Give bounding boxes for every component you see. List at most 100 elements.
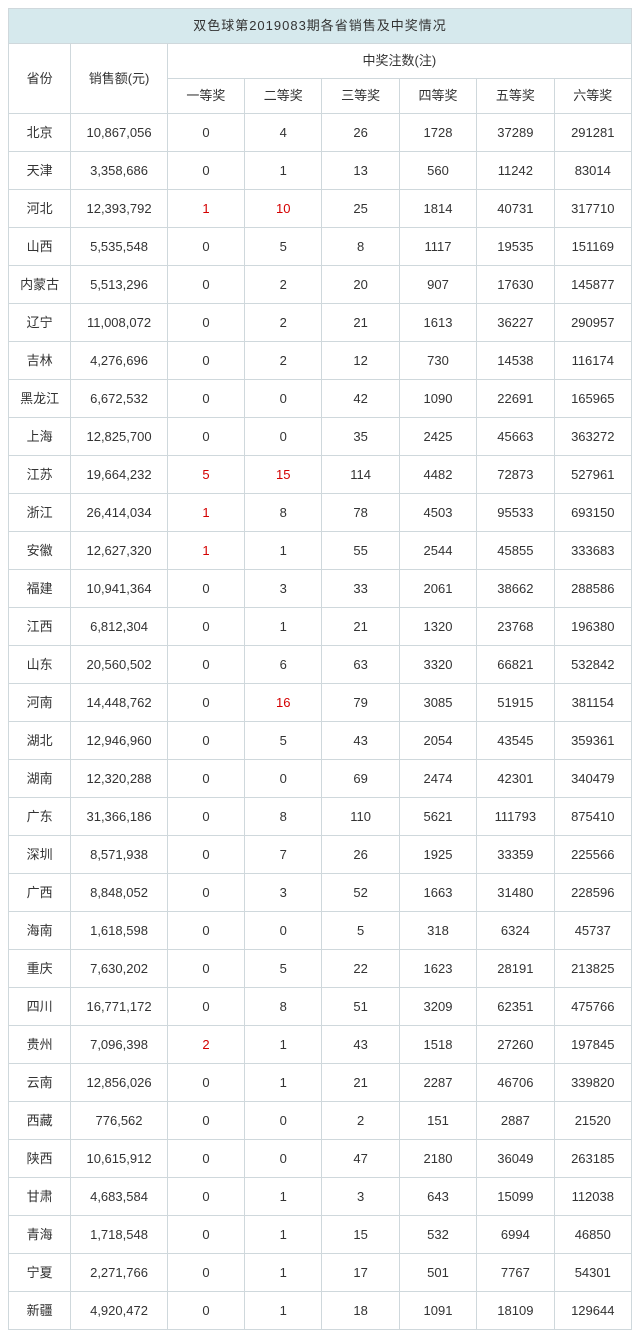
cell-prize: 0 xyxy=(245,912,322,950)
cell-prize: 18109 xyxy=(477,1292,554,1330)
cell-prize: 0 xyxy=(245,380,322,418)
cell-prize: 51 xyxy=(322,988,399,1026)
cell-prize: 33359 xyxy=(477,836,554,874)
cell-prize: 1925 xyxy=(399,836,476,874)
cell-province: 云南 xyxy=(9,1064,71,1102)
cell-province: 甘肃 xyxy=(9,1178,71,1216)
cell-prize: 333683 xyxy=(554,532,631,570)
cell-sales: 10,941,364 xyxy=(71,570,167,608)
cell-sales: 12,856,026 xyxy=(71,1064,167,1102)
cell-prize: 2 xyxy=(167,1026,244,1064)
table-body: 北京10,867,0560426172837289291281天津3,358,6… xyxy=(9,114,632,1330)
cell-sales: 26,414,034 xyxy=(71,494,167,532)
cell-prize: 5621 xyxy=(399,798,476,836)
cell-prize: 19535 xyxy=(477,228,554,266)
cell-prize: 1728 xyxy=(399,114,476,152)
cell-prize: 62351 xyxy=(477,988,554,1026)
cell-prize: 359361 xyxy=(554,722,631,760)
table-row: 新疆4,920,4720118109118109129644 xyxy=(9,1292,632,1330)
cell-sales: 11,008,072 xyxy=(71,304,167,342)
cell-prize: 22691 xyxy=(477,380,554,418)
cell-prize: 15099 xyxy=(477,1178,554,1216)
cell-province: 新疆 xyxy=(9,1292,71,1330)
cell-prize: 225566 xyxy=(554,836,631,874)
cell-prize: 0 xyxy=(167,152,244,190)
cell-prize: 1 xyxy=(167,532,244,570)
cell-prize: 12 xyxy=(322,342,399,380)
cell-prize: 1 xyxy=(245,1216,322,1254)
cell-prize: 83014 xyxy=(554,152,631,190)
cell-prize: 63 xyxy=(322,646,399,684)
cell-province: 福建 xyxy=(9,570,71,608)
col-province-header: 省份 xyxy=(9,44,71,114)
cell-sales: 14,448,762 xyxy=(71,684,167,722)
cell-prize: 4 xyxy=(245,114,322,152)
cell-prize: 1 xyxy=(245,608,322,646)
cell-prize: 907 xyxy=(399,266,476,304)
cell-prize: 3 xyxy=(245,874,322,912)
cell-prize: 78 xyxy=(322,494,399,532)
cell-sales: 12,320,288 xyxy=(71,760,167,798)
cell-prize: 1 xyxy=(245,1064,322,1102)
cell-prize: 45663 xyxy=(477,418,554,456)
table-row: 重庆7,630,2020522162328191213825 xyxy=(9,950,632,988)
cell-prize: 25 xyxy=(322,190,399,228)
cell-prize: 318 xyxy=(399,912,476,950)
cell-sales: 10,867,056 xyxy=(71,114,167,152)
cell-prize: 291281 xyxy=(554,114,631,152)
cell-prize: 1090 xyxy=(399,380,476,418)
cell-prize: 2 xyxy=(322,1102,399,1140)
cell-prize: 33 xyxy=(322,570,399,608)
cell-province: 江西 xyxy=(9,608,71,646)
table-row: 天津3,358,68601135601124283014 xyxy=(9,152,632,190)
cell-sales: 12,825,700 xyxy=(71,418,167,456)
cell-sales: 10,615,912 xyxy=(71,1140,167,1178)
cell-prize: 31480 xyxy=(477,874,554,912)
cell-prize: 27260 xyxy=(477,1026,554,1064)
cell-prize: 4503 xyxy=(399,494,476,532)
cell-prize: 0 xyxy=(167,1140,244,1178)
table-row: 四川16,771,1720851320962351475766 xyxy=(9,988,632,1026)
cell-prize: 381154 xyxy=(554,684,631,722)
cell-prize: 2 xyxy=(245,342,322,380)
cell-sales: 7,096,398 xyxy=(71,1026,167,1064)
cell-sales: 19,664,232 xyxy=(71,456,167,494)
cell-prize: 15 xyxy=(245,456,322,494)
cell-prize: 11242 xyxy=(477,152,554,190)
cell-sales: 12,946,960 xyxy=(71,722,167,760)
cell-prize: 6994 xyxy=(477,1216,554,1254)
cell-sales: 5,535,548 xyxy=(71,228,167,266)
cell-prize: 339820 xyxy=(554,1064,631,1102)
cell-prize: 1 xyxy=(245,1292,322,1330)
cell-province: 江苏 xyxy=(9,456,71,494)
cell-province: 山东 xyxy=(9,646,71,684)
cell-prize: 28191 xyxy=(477,950,554,988)
cell-province: 深圳 xyxy=(9,836,71,874)
cell-prize: 0 xyxy=(167,722,244,760)
cell-province: 湖南 xyxy=(9,760,71,798)
cell-sales: 776,562 xyxy=(71,1102,167,1140)
cell-prize: 2544 xyxy=(399,532,476,570)
cell-province: 辽宁 xyxy=(9,304,71,342)
cell-prize: 875410 xyxy=(554,798,631,836)
cell-prize: 0 xyxy=(167,1254,244,1292)
cell-prize: 0 xyxy=(167,608,244,646)
cell-prize: 0 xyxy=(167,1216,244,1254)
cell-province: 湖北 xyxy=(9,722,71,760)
table-row: 吉林4,276,696021273014538116174 xyxy=(9,342,632,380)
cell-prize: 1613 xyxy=(399,304,476,342)
cell-prize: 197845 xyxy=(554,1026,631,1064)
table-row: 湖北12,946,9600543205443545359361 xyxy=(9,722,632,760)
table-row: 山东20,560,5020663332066821532842 xyxy=(9,646,632,684)
table-row: 甘肃4,683,58401364315099112038 xyxy=(9,1178,632,1216)
cell-prize: 363272 xyxy=(554,418,631,456)
cell-sales: 3,358,686 xyxy=(71,152,167,190)
table-row: 山西5,535,548058111719535151169 xyxy=(9,228,632,266)
cell-prize: 5 xyxy=(245,722,322,760)
cell-prize: 3209 xyxy=(399,988,476,1026)
cell-prize: 43 xyxy=(322,1026,399,1064)
cell-prize: 45737 xyxy=(554,912,631,950)
cell-prize: 16 xyxy=(245,684,322,722)
cell-province: 宁夏 xyxy=(9,1254,71,1292)
cell-prize: 52 xyxy=(322,874,399,912)
